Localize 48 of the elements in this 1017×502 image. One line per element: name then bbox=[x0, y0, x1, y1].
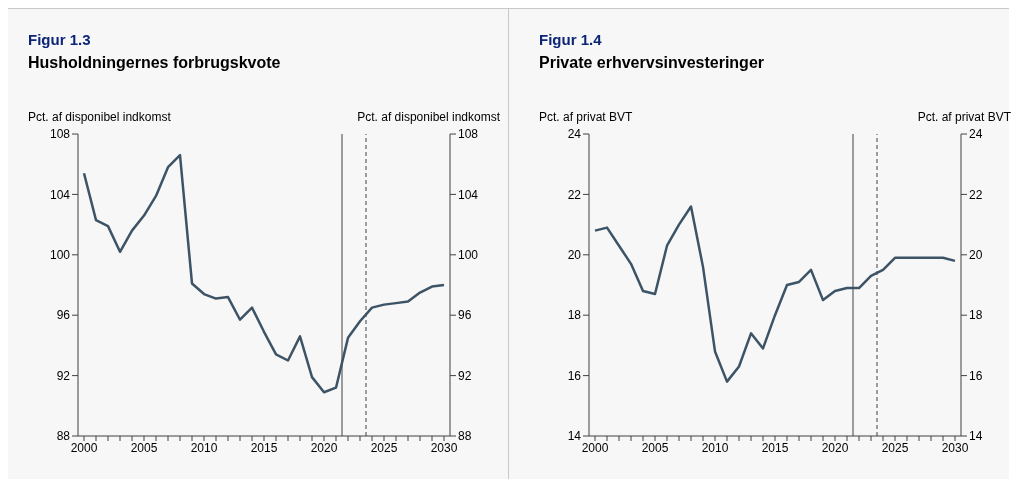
x-tick-label: 2030 bbox=[941, 440, 969, 455]
y2-tick-label: 14 bbox=[969, 429, 983, 444]
y2-tick-label: 96 bbox=[458, 308, 472, 323]
line-series bbox=[593, 205, 957, 383]
chart-subtitle: Private erhvervsinvesteringer bbox=[539, 54, 765, 72]
x-tick-label: 2020 bbox=[821, 440, 849, 455]
chart-title: Figur 1.4 bbox=[539, 31, 603, 48]
x-tick-label: 2025 bbox=[370, 440, 398, 455]
y2-tick-label: 88 bbox=[458, 429, 472, 444]
y2-tick-label: 22 bbox=[969, 187, 983, 202]
y-tick-label: 104 bbox=[49, 187, 71, 202]
y-tick-label: 92 bbox=[56, 368, 71, 383]
y2-tick-label: 16 bbox=[969, 368, 983, 383]
x-tick-label: 2020 bbox=[310, 440, 338, 455]
chart-title: Figur 1.3 bbox=[28, 31, 92, 48]
chart-subtitle: Husholdningernes forbrugskvote bbox=[28, 54, 282, 72]
y-tick-label: 96 bbox=[56, 308, 71, 323]
y2-tick-label: 100 bbox=[458, 248, 479, 263]
x-tick-label: 2000 bbox=[70, 440, 98, 455]
y-tick-label: 14 bbox=[567, 429, 582, 444]
y2-tick-label: 108 bbox=[458, 127, 479, 142]
y2-tick-label: 104 bbox=[458, 187, 479, 202]
y2-tick-label: 24 bbox=[969, 127, 983, 142]
x-tick-label: 2005 bbox=[130, 440, 158, 455]
x-tick-label: 2000 bbox=[581, 440, 609, 455]
y2-tick-label: 18 bbox=[969, 308, 983, 323]
line-series bbox=[82, 153, 446, 394]
y2-axis-title: Pct. af disponibel indkomst bbox=[357, 110, 500, 126]
y-tick-label: 18 bbox=[567, 308, 582, 323]
y-tick-label: 22 bbox=[567, 187, 582, 202]
y-axis-title: Pct. af disponibel indkomst bbox=[28, 110, 171, 126]
x-tick-label: 2015 bbox=[250, 440, 278, 455]
x-tick-label: 2015 bbox=[761, 440, 789, 455]
y-tick-label: 100 bbox=[49, 248, 71, 263]
y-tick-label: 88 bbox=[56, 429, 71, 444]
y-axis-title: Pct. af privat BVT bbox=[539, 110, 633, 126]
x-tick-label: 2005 bbox=[641, 440, 669, 455]
x-tick-label: 2010 bbox=[190, 440, 218, 455]
y2-tick-label: 20 bbox=[969, 248, 983, 263]
y2-axis-title: Pct. af privat BVT bbox=[917, 110, 1011, 126]
x-tick-label: 2030 bbox=[430, 440, 458, 455]
y-tick-label: 16 bbox=[567, 368, 582, 383]
y-tick-label: 108 bbox=[49, 127, 71, 142]
y-tick-label: 24 bbox=[567, 127, 582, 142]
x-tick-label: 2025 bbox=[881, 440, 909, 455]
y2-tick-label: 92 bbox=[458, 368, 472, 383]
y-tick-label: 20 bbox=[567, 248, 582, 263]
x-tick-label: 2010 bbox=[701, 440, 729, 455]
